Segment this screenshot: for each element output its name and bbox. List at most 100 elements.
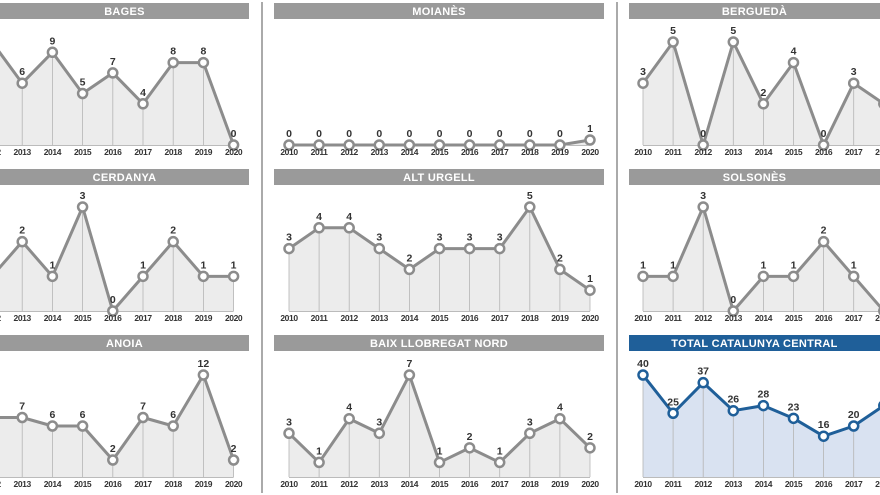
x-tick-label: 2018 <box>875 479 880 489</box>
data-point <box>757 98 770 110</box>
data-point <box>787 270 800 283</box>
data-point <box>433 139 446 151</box>
x-tick-label: 2011 <box>311 479 329 489</box>
chart-title: SOLSONÈS <box>723 171 787 184</box>
x-tick-label: 2014 <box>401 479 419 489</box>
x-tick-label: 2013 <box>725 147 743 157</box>
x-tick-label: 2017 <box>845 313 863 323</box>
area-fill <box>289 375 590 477</box>
data-label: 2 <box>231 443 237 455</box>
x-tick-label: 2016 <box>104 479 122 489</box>
data-point <box>637 369 649 381</box>
x-tick-label: 2020 <box>225 313 243 323</box>
x-tick-label: 2014 <box>44 313 62 323</box>
data-point <box>524 427 536 440</box>
x-tick-label: 2018 <box>165 479 183 489</box>
data-point <box>46 46 59 59</box>
data-label: 2 <box>821 225 827 237</box>
title-bar <box>0 335 249 351</box>
data-point <box>343 222 355 234</box>
data-label: 6 <box>170 409 176 421</box>
data-point <box>107 67 119 79</box>
data-label: 3 <box>376 416 382 428</box>
data-label: 16 <box>818 419 830 431</box>
x-tick-label: 2012 <box>695 147 713 157</box>
data-label: 3 <box>527 416 533 428</box>
data-label: 1 <box>437 445 443 457</box>
data-label: 1 <box>760 259 766 271</box>
x-tick-label: 2010 <box>634 479 652 489</box>
data-label: 0 <box>346 128 352 140</box>
data-point <box>227 454 240 466</box>
data-label: 2 <box>19 225 25 237</box>
data-point <box>313 456 325 469</box>
data-label: 4 <box>316 211 322 223</box>
x-tick-label: 2013 <box>14 479 32 489</box>
data-label: 2 <box>170 225 176 237</box>
data-label: 1 <box>140 259 146 271</box>
data-point <box>373 139 386 151</box>
data-label: 12 <box>198 358 210 370</box>
data-point <box>403 369 416 381</box>
data-label: 7 <box>140 401 146 413</box>
x-tick-label: 2014 <box>401 147 419 157</box>
x-tick-label: 2015 <box>785 313 803 323</box>
x-tick-label: 2017 <box>134 147 152 157</box>
data-label: 0 <box>406 128 412 140</box>
x-tick-label: 2011 <box>311 313 329 323</box>
data-point <box>313 222 325 234</box>
data-label: 6 <box>80 409 86 421</box>
data-point <box>584 284 596 296</box>
x-tick-label: 2020 <box>581 479 599 489</box>
data-point <box>637 270 649 283</box>
chart-title: TOTAL CATALUNYA CENTRAL <box>671 338 837 350</box>
data-point <box>493 139 506 151</box>
data-label: 0 <box>286 128 292 140</box>
data-label: 23 <box>788 401 800 413</box>
x-tick-label: 2013 <box>14 313 32 323</box>
data-point <box>463 442 476 454</box>
x-tick-label: 2010 <box>634 147 652 157</box>
data-label: 1 <box>231 259 237 271</box>
data-label: 4 <box>346 211 352 223</box>
data-label: 20 <box>848 409 860 421</box>
x-tick-label: 2019 <box>195 147 213 157</box>
data-point <box>16 77 28 89</box>
chart-panel-bages: BAGES 6 9 5 7 4 8 8 0 2012 2013 2014 2015 2016 2017 201… <box>0 3 249 157</box>
data-label: 0 <box>527 128 533 140</box>
data-label: 5 <box>527 190 533 202</box>
data-point <box>584 134 596 146</box>
data-label: 2 <box>110 443 116 455</box>
x-tick-label: 2012 <box>0 479 1 489</box>
x-tick-label: 2013 <box>725 479 743 489</box>
data-point <box>463 242 476 255</box>
x-tick-label: 2012 <box>341 479 359 489</box>
x-tick-label: 2014 <box>755 313 773 323</box>
chart-title: BERGUEDÀ <box>722 5 787 18</box>
x-tick-label: 2017 <box>491 313 509 323</box>
chart-panel-total-catalunya-central: TOTAL CATALUNYA CENTRAL 40 25 37 26 28 23 16 20 2… <box>629 335 880 489</box>
title-bar <box>274 169 604 185</box>
chart-panel-solson-s: SOLSONÈS 1 1 3 0 1 1 2 1 2010 2011 2012 2013 2014 2015… <box>629 169 880 323</box>
data-point <box>787 56 800 69</box>
data-label: 8 <box>200 46 206 58</box>
chart-title: MOIANÈS <box>412 5 465 18</box>
data-label: 0 <box>376 128 382 140</box>
data-label: 9 <box>49 35 55 47</box>
x-tick-label: 2019 <box>195 479 213 489</box>
data-point <box>227 139 240 151</box>
data-point <box>403 263 416 276</box>
data-label: 0 <box>231 128 237 140</box>
x-tick-label: 2017 <box>845 479 863 489</box>
data-point <box>76 420 89 432</box>
data-point <box>313 139 325 151</box>
data-point <box>697 376 709 389</box>
data-label: 5 <box>730 25 736 37</box>
x-tick-label: 2018 <box>165 313 183 323</box>
x-tick-label: 2018 <box>521 147 539 157</box>
x-tick-label: 2020 <box>581 147 599 157</box>
x-tick-label: 2012 <box>695 313 713 323</box>
title-bar <box>629 169 880 185</box>
data-label: 4 <box>140 87 146 99</box>
data-point <box>667 36 679 48</box>
